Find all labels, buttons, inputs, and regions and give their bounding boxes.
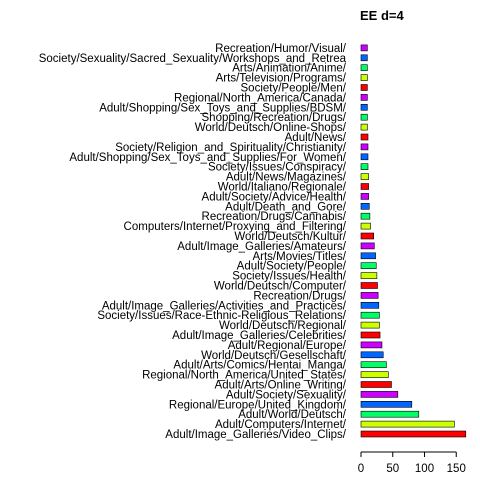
bar (360, 311, 380, 319)
category-label: Adult/World/Deutsch/ (238, 409, 347, 421)
chart-title: EE d=4 (360, 8, 404, 23)
bar (360, 222, 371, 230)
bar (360, 54, 368, 62)
bar (360, 94, 368, 101)
category-label: Shopping/Recreation/Drugs/ (202, 112, 347, 124)
category-label: Adult/News/Magazines/ (226, 172, 347, 184)
bar (360, 153, 369, 161)
category-label: Arts/Television/Programs/ (216, 73, 347, 85)
category-label: Adult/Image_Galleries/Video_Clips/ (165, 429, 346, 441)
category-label: World/Deutsch/Online-Shops/ (195, 122, 347, 134)
category-label: Recreation/Humor/Visual/ (215, 43, 347, 55)
bar (360, 391, 399, 398)
bar (360, 371, 389, 378)
category-label: World/Deutsch/Kultur/ (234, 231, 346, 243)
category-label: Computers/Internet/Proxying_and_Filterin… (124, 221, 347, 233)
bar (360, 232, 374, 240)
bar (360, 123, 368, 131)
category-label: Arts/Animation/Anime/ (232, 63, 347, 75)
category-label: Adult/Arts/Comics/Hentai_Manga/ (173, 360, 346, 372)
bar (360, 212, 371, 220)
category-label: World/Deutsch/Computer/ (214, 281, 347, 293)
category-label: Adult/Shopping/Sex_Toys_and_Supplies/For… (69, 152, 346, 164)
bar (360, 272, 378, 279)
category-label: Society/People/Men/ (241, 83, 347, 95)
bar (360, 183, 369, 190)
bar (360, 104, 368, 111)
bar (360, 242, 375, 250)
bar (360, 193, 369, 200)
bar (360, 292, 379, 299)
x-tick-label: 0 (358, 463, 364, 475)
bar (360, 143, 369, 151)
bar (360, 361, 387, 369)
category-label: Adult/Image_Galleries/Activities_and_Pra… (102, 300, 347, 312)
category-label: Recreation/Drugs/ (253, 290, 346, 302)
bar (360, 351, 384, 359)
bar (360, 262, 377, 270)
category-label: Adult/Society/People/ (237, 261, 347, 273)
bar (360, 420, 455, 428)
bar (360, 163, 369, 170)
category-label: Recreation/Drugs/Cannabis/ (202, 211, 347, 223)
category-label: Adult/Society/Sexuality/ (226, 389, 347, 401)
category-label: World/Deutsch/Regional/ (219, 320, 347, 332)
category-label: Regional/North_America/Canada/ (174, 92, 347, 104)
bar (360, 341, 383, 349)
bar (360, 173, 369, 180)
bar (360, 133, 369, 141)
x-axis: 0 50 100 150 (358, 451, 466, 475)
bar (360, 381, 392, 388)
category-label: Society/Issues/Health/ (232, 271, 347, 283)
category-label: Adult/Arts/Online_Writing/ (215, 380, 347, 392)
category-label: Adult/Regional/Europe/ (228, 340, 347, 352)
bar (360, 331, 381, 339)
bar (360, 400, 413, 408)
category-label: Society/Issues/Conspiracy/ (208, 162, 347, 174)
category-label: Adult/Computers/Internet/ (215, 419, 347, 431)
bar (360, 301, 380, 309)
bar (360, 113, 368, 121)
category-label: Adult/Death_and_Gore/ (225, 201, 347, 213)
category-label: Arts/Movies/Titles/ (252, 251, 346, 263)
category-label: Society/Sexuality/Sacred_Sexuality/Works… (39, 53, 347, 65)
category-label: Adult/Image_Galleries/Amateurs/ (177, 241, 347, 253)
category-labels: Adult/Image_Galleries/Video_Clips/Adult/… (39, 43, 347, 441)
bar (360, 321, 380, 329)
bar (360, 430, 467, 438)
bar (360, 84, 368, 91)
bar (360, 74, 368, 81)
category-label: Society/Issues/Race-Ethnic-Religious_Rel… (97, 310, 346, 322)
x-tick-label: 100 (415, 463, 434, 475)
category-label: Society/Religion_and_Spirituality/Christ… (115, 142, 347, 154)
category-label: Regional/North_America/United_States/ (142, 370, 347, 382)
x-tick-label: 150 (447, 463, 466, 475)
category-label: Adult/Society/Advice/Health/ (202, 191, 347, 203)
bar (360, 252, 376, 260)
category-label: Adult/Image_Galleries/Celebrities/ (172, 330, 347, 342)
bar (360, 410, 420, 418)
bar (360, 282, 378, 289)
bar (360, 203, 370, 210)
category-label: Regional/Europe/United_Kingdom/ (169, 399, 347, 411)
x-tick-label: 50 (386, 463, 399, 475)
category-label: World/Deutsch/Gesellschaft/ (201, 350, 347, 362)
category-label: Adult/Shopping/Sex_Toys_and_Supplies/BDS… (99, 102, 347, 114)
category-label: World/Italiano/Regionale/ (218, 182, 347, 194)
bar (360, 64, 368, 71)
bars-group (360, 44, 467, 438)
bar (360, 44, 368, 52)
category-label: Adult/News/ (285, 132, 347, 144)
